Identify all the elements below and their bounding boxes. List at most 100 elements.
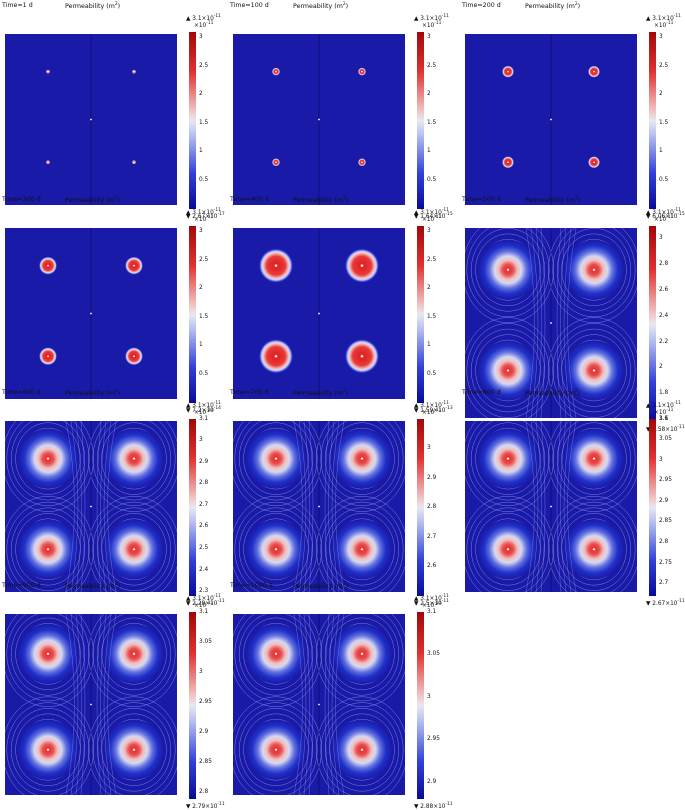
heatmap-plot bbox=[233, 421, 405, 592]
contour-line bbox=[324, 421, 330, 592]
colorbar-tick-label: 3 bbox=[427, 445, 431, 451]
colorbar-tick-label: 2.95 bbox=[199, 698, 212, 705]
contour-line bbox=[320, 614, 404, 702]
contour-line bbox=[11, 614, 85, 696]
injection-well-marker bbox=[133, 652, 135, 655]
injection-well-marker bbox=[593, 268, 595, 271]
heatmap-svg bbox=[5, 228, 177, 399]
colorbar-multiplier: ×10-11 bbox=[422, 215, 442, 223]
contour-line bbox=[475, 334, 541, 407]
colorbar-min: ▼ 6.06×10-15 bbox=[646, 212, 685, 220]
injection-well-marker bbox=[507, 548, 509, 551]
colorbar-min: ▼ 1.64×10-15 bbox=[414, 212, 453, 220]
contour-line bbox=[316, 614, 405, 707]
colorbar-tick-label: 1.5 bbox=[427, 119, 437, 126]
injection-well-marker bbox=[133, 161, 135, 164]
contour-line bbox=[15, 513, 81, 586]
chart-title: Permeability (m2) bbox=[293, 389, 349, 397]
contour-line bbox=[11, 507, 85, 591]
colorbar-tick-label: 2.85 bbox=[659, 518, 672, 525]
contour-line bbox=[325, 421, 399, 501]
contour-line bbox=[234, 614, 318, 702]
colorbar-tick-label: 2.5 bbox=[659, 62, 669, 69]
contour-line bbox=[552, 501, 636, 592]
colorbar bbox=[649, 419, 656, 596]
heatmap-svg bbox=[5, 421, 177, 592]
colorbar-gradient bbox=[189, 612, 196, 799]
colorbar-multiplier: ×10-11 bbox=[194, 601, 214, 609]
colorbar-tick-label: 1.5 bbox=[659, 119, 669, 126]
contour-line bbox=[96, 507, 171, 591]
colorbar-tick-label: 3.05 bbox=[199, 638, 212, 645]
production-well-marker bbox=[550, 118, 552, 121]
contour-line bbox=[465, 421, 554, 512]
colorbar-tick-label: 3 bbox=[659, 456, 663, 463]
colorbar-svg bbox=[189, 419, 196, 596]
colorbar-tick-label: 1.6 bbox=[659, 415, 669, 422]
injection-well-marker bbox=[361, 652, 363, 655]
colorbar bbox=[189, 612, 196, 799]
heatmap-plot bbox=[5, 228, 177, 399]
contour-line bbox=[101, 513, 167, 586]
contour-line bbox=[556, 421, 562, 592]
contour-line bbox=[320, 501, 404, 592]
colorbar-tick-label: 2.5 bbox=[427, 256, 437, 263]
contour-line bbox=[5, 421, 94, 512]
contour-line bbox=[6, 501, 90, 592]
colorbar-min: ▼ 2.67×10-11 bbox=[646, 599, 685, 607]
colorbar-multiplier: ×10-11 bbox=[194, 215, 214, 223]
contour-line bbox=[561, 513, 627, 586]
injection-well-marker bbox=[275, 264, 277, 267]
contour-line bbox=[5, 496, 94, 592]
time-label: Time=800 d bbox=[462, 389, 501, 396]
contour-line bbox=[557, 421, 631, 501]
contour-line bbox=[466, 228, 550, 318]
contour-line bbox=[540, 228, 546, 418]
contour-line bbox=[561, 233, 627, 306]
contour-line bbox=[92, 421, 176, 506]
time-label: Time=100 d bbox=[230, 2, 269, 9]
contour-line bbox=[530, 228, 539, 418]
chart-title: Permeability (m2) bbox=[525, 389, 581, 397]
contour-line bbox=[325, 614, 399, 696]
colorbar-min: ▼ 2.28×10-11 bbox=[186, 599, 225, 607]
colorbar-tick-label: 2.5 bbox=[199, 545, 209, 551]
contour-line bbox=[548, 421, 637, 512]
contour-line bbox=[308, 421, 314, 592]
production-well-marker bbox=[550, 322, 552, 324]
heatmap-svg bbox=[233, 228, 405, 399]
colorbar-tick-label: 2.4 bbox=[659, 312, 669, 319]
colorbar-tick-label: 2.9 bbox=[199, 729, 209, 736]
colorbar-gradient bbox=[417, 419, 424, 596]
contour-line bbox=[101, 617, 167, 690]
colorbar-multiplier: ×10-11 bbox=[654, 408, 674, 416]
colorbar-tick-label: 2 bbox=[659, 364, 663, 371]
colorbar-tick-label: 0.5 bbox=[427, 370, 437, 377]
colorbar bbox=[417, 612, 424, 799]
contour-line bbox=[466, 323, 550, 418]
contour-line bbox=[233, 614, 322, 707]
colorbar-tick-label: 3.1 bbox=[199, 608, 209, 615]
time-label: Time=500 d bbox=[462, 196, 501, 203]
colorbar-tick-label: 2.8 bbox=[199, 789, 209, 796]
time-label: Time=900 d bbox=[2, 582, 41, 589]
colorbar-max: ▲ 3.1×10-11 bbox=[186, 594, 221, 602]
colorbar-max: ▲ 3.1×10-11 bbox=[414, 594, 449, 602]
injection-well-marker bbox=[507, 268, 509, 271]
heatmap-plot bbox=[233, 614, 405, 795]
colorbar-gradient bbox=[189, 419, 196, 596]
colorbar-multiplier: ×10-11 bbox=[194, 21, 214, 29]
colorbar-tick-label: 1.8 bbox=[659, 390, 669, 397]
contour-line bbox=[96, 421, 102, 592]
chart-title: Permeability (m2) bbox=[65, 389, 121, 397]
colorbar-tick-label: 2.9 bbox=[427, 778, 437, 785]
colorbar bbox=[417, 226, 424, 403]
colorbar-multiplier: ×10-11 bbox=[194, 408, 214, 416]
colorbar-tick-label: 3 bbox=[427, 34, 431, 41]
colorbar bbox=[189, 32, 196, 209]
injection-well-marker bbox=[593, 161, 595, 164]
colorbar-tick-label: 2.9 bbox=[427, 474, 437, 481]
heatmap-plot bbox=[5, 34, 177, 205]
heatmap-svg bbox=[465, 421, 637, 592]
contour-line bbox=[556, 328, 631, 413]
